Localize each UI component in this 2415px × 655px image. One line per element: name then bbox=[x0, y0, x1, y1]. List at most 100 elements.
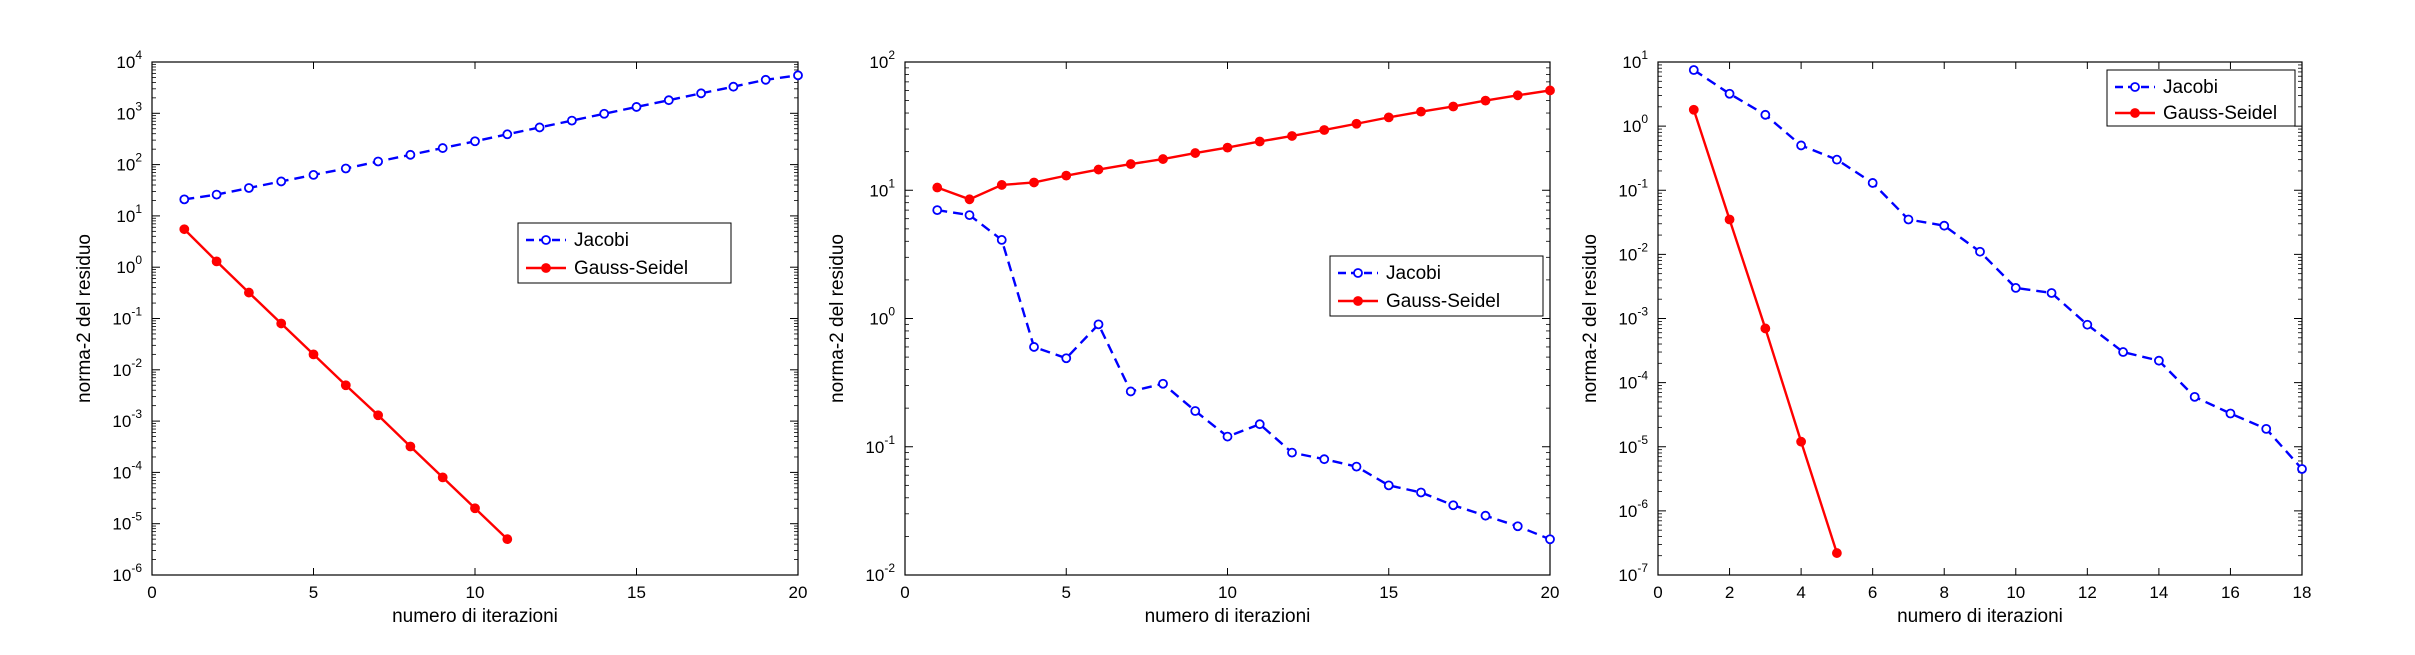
series-jacobi bbox=[1688, 65, 2307, 474]
x-tick-label: 20 bbox=[789, 583, 808, 602]
y-tick-label: 10-2 bbox=[865, 561, 895, 585]
data-point bbox=[1939, 220, 1950, 231]
data-point bbox=[964, 194, 975, 205]
data-point bbox=[2189, 391, 2200, 402]
y-tick-label: 10-4 bbox=[112, 458, 142, 482]
x-tick-label: 2 bbox=[1725, 583, 1734, 602]
data-point bbox=[599, 108, 610, 119]
data-point bbox=[1061, 353, 1072, 364]
data-point bbox=[1796, 140, 1807, 151]
y-tick-label: 102 bbox=[116, 151, 142, 175]
data-point bbox=[1383, 480, 1394, 491]
legend-label: Jacobi bbox=[2163, 77, 2218, 98]
series-jacobi bbox=[932, 205, 1555, 545]
y-tick-label: 100 bbox=[116, 253, 142, 277]
data-point bbox=[1125, 159, 1136, 169]
x-tick-label: 4 bbox=[1796, 583, 1805, 602]
data-point bbox=[1796, 436, 1807, 447]
data-point bbox=[1416, 487, 1426, 498]
data-point bbox=[1416, 106, 1426, 117]
x-tick-label: 14 bbox=[2149, 583, 2168, 602]
x-tick-label: 12 bbox=[2078, 583, 2097, 602]
plot-area-frame bbox=[1657, 61, 2303, 576]
legend-label: Gauss-Seidel bbox=[1386, 291, 1500, 312]
x-tick-label: 0 bbox=[1653, 583, 1662, 602]
y-axis-label: norma-2 del residuo bbox=[1580, 234, 1601, 403]
data-point bbox=[1351, 118, 1362, 129]
series-line bbox=[936, 89, 1551, 201]
data-point bbox=[696, 88, 706, 99]
data-point bbox=[243, 183, 254, 193]
legend-marker bbox=[1353, 268, 1363, 278]
data-point bbox=[1287, 131, 1297, 141]
data-point bbox=[1093, 319, 1104, 330]
data-point bbox=[1061, 170, 1072, 181]
data-point bbox=[1319, 125, 1330, 135]
data-point bbox=[373, 156, 384, 167]
data-point bbox=[932, 205, 943, 216]
legend-label: Gauss-Seidel bbox=[2163, 103, 2277, 124]
data-point bbox=[2118, 347, 2129, 357]
y-tick-label: 10-2 bbox=[1618, 240, 1648, 264]
data-point bbox=[1222, 431, 1233, 442]
data-point bbox=[534, 122, 545, 133]
data-point bbox=[502, 534, 513, 545]
data-point bbox=[1545, 534, 1555, 545]
legend-box bbox=[517, 222, 732, 284]
data-point bbox=[1688, 104, 1699, 115]
data-point bbox=[663, 95, 674, 106]
data-point bbox=[567, 115, 577, 126]
data-point bbox=[308, 349, 319, 360]
legend-box bbox=[1329, 255, 1544, 317]
y-tick-label: 104 bbox=[116, 48, 142, 72]
series-gauss-seidel bbox=[932, 85, 1555, 205]
data-point bbox=[1760, 109, 1771, 120]
data-point bbox=[1190, 148, 1201, 158]
data-point bbox=[2297, 464, 2307, 474]
x-tick-label: 0 bbox=[147, 583, 156, 602]
data-point bbox=[1029, 177, 1039, 188]
data-point bbox=[1831, 154, 1842, 165]
x-tick-label: 6 bbox=[1868, 583, 1877, 602]
data-point bbox=[760, 74, 771, 85]
y-tick-label: 103 bbox=[116, 99, 142, 123]
data-point bbox=[2010, 283, 2021, 293]
y-tick-label: 10-1 bbox=[1618, 176, 1648, 200]
data-point bbox=[1760, 323, 1771, 334]
legend: Jacobi Gauss-Seidel bbox=[517, 222, 732, 284]
data-point bbox=[1254, 419, 1265, 430]
data-point bbox=[502, 129, 513, 140]
x-tick-label: 8 bbox=[1939, 583, 1948, 602]
data-point bbox=[1158, 378, 1168, 389]
x-tick-label: 10 bbox=[1218, 583, 1237, 602]
y-tick-label: 101 bbox=[1622, 48, 1648, 72]
data-point bbox=[1029, 342, 1039, 352]
data-point bbox=[2046, 288, 2057, 298]
data-point bbox=[2225, 408, 2236, 419]
data-point bbox=[932, 182, 943, 193]
data-point bbox=[405, 149, 416, 160]
data-point bbox=[470, 503, 480, 514]
data-point bbox=[276, 176, 287, 187]
y-axis-label: norma-2 del residuo bbox=[827, 234, 848, 403]
x-tick-label: 15 bbox=[627, 583, 646, 602]
data-point bbox=[1093, 164, 1104, 175]
y-tick-label: 101 bbox=[116, 202, 142, 226]
data-point bbox=[405, 441, 416, 452]
legend-label: Gauss-Seidel bbox=[574, 258, 688, 279]
data-point bbox=[2082, 319, 2093, 330]
series-gauss-seidel bbox=[1688, 104, 1842, 558]
y-tick-label: 10-5 bbox=[1618, 433, 1648, 457]
data-point bbox=[1545, 85, 1555, 96]
data-point bbox=[437, 472, 448, 483]
x-tick-label: 5 bbox=[309, 583, 318, 602]
y-tick-label: 101 bbox=[869, 176, 895, 200]
chart-2: 0 5 10 15 20 10-2 10-1 100 101 102 numero di itera… bbox=[827, 48, 1559, 627]
x-tick-label: 18 bbox=[2293, 583, 2312, 602]
series-gauss-seidel bbox=[179, 224, 513, 545]
legend-marker bbox=[541, 235, 551, 245]
y-tick-label: 10-3 bbox=[112, 407, 142, 431]
data-point bbox=[308, 169, 319, 180]
data-point bbox=[1480, 510, 1491, 521]
